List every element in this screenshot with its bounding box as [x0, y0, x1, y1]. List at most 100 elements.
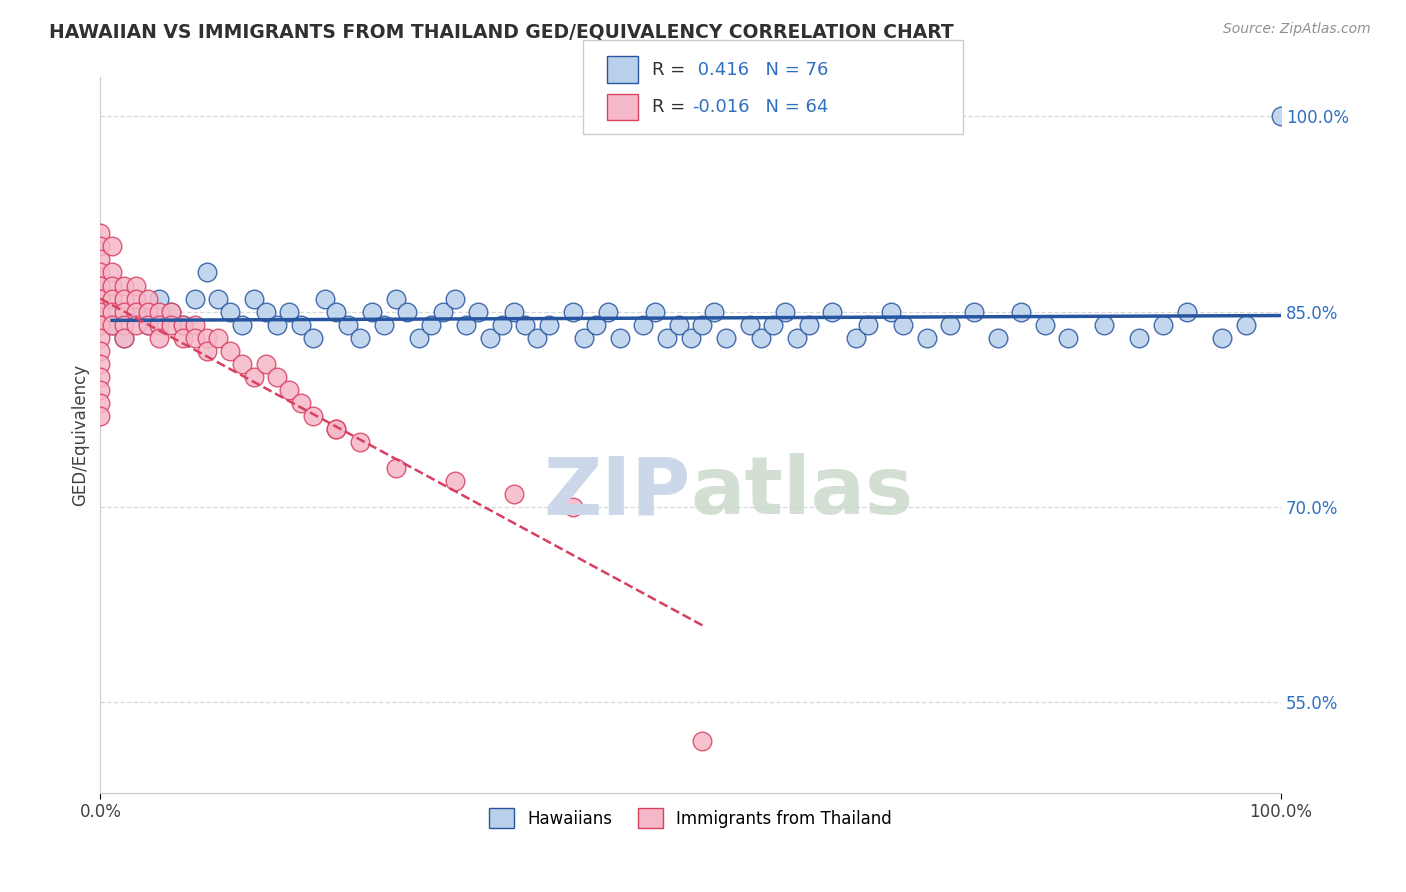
Point	[136, 318, 159, 332]
Point	[751, 330, 773, 344]
Point	[278, 304, 301, 318]
Point	[148, 292, 170, 306]
Point	[845, 330, 868, 344]
Point	[89, 239, 111, 253]
Point	[89, 395, 111, 409]
Text: -0.016: -0.016	[692, 98, 749, 116]
Point	[1092, 318, 1115, 332]
Point	[89, 383, 111, 397]
Point	[762, 318, 785, 332]
Point	[325, 304, 347, 318]
Point	[89, 343, 111, 358]
Point	[148, 330, 170, 344]
Point	[478, 330, 501, 344]
Text: N = 64: N = 64	[754, 98, 828, 116]
Text: N = 76: N = 76	[754, 61, 828, 78]
Point	[184, 292, 207, 306]
Point	[325, 421, 347, 435]
Point	[207, 292, 229, 306]
Point	[408, 330, 430, 344]
Point	[1211, 330, 1233, 344]
Legend: Hawaiians, Immigrants from Thailand: Hawaiians, Immigrants from Thailand	[482, 802, 898, 834]
Point	[703, 304, 725, 318]
Point	[184, 318, 207, 332]
Point	[89, 265, 111, 279]
Point	[349, 330, 371, 344]
Point	[172, 318, 194, 332]
Point	[160, 318, 183, 332]
Point	[89, 227, 111, 241]
Text: 0.416: 0.416	[692, 61, 749, 78]
Point	[856, 318, 879, 332]
Point	[125, 292, 148, 306]
Point	[349, 434, 371, 449]
Point	[880, 304, 903, 318]
Point	[101, 278, 124, 293]
Point	[443, 474, 465, 488]
Point	[502, 304, 524, 318]
Point	[89, 292, 111, 306]
Point	[373, 318, 395, 332]
Point	[231, 357, 253, 371]
Point	[491, 318, 513, 332]
Point	[561, 304, 583, 318]
Point	[443, 292, 465, 306]
Point	[160, 304, 183, 318]
Point	[915, 330, 938, 344]
Point	[633, 318, 655, 332]
Point	[396, 304, 419, 318]
Point	[574, 330, 596, 344]
Point	[337, 318, 360, 332]
Point	[738, 318, 761, 332]
Point	[207, 330, 229, 344]
Point	[89, 369, 111, 384]
Point	[314, 292, 336, 306]
Point	[1033, 318, 1056, 332]
Point	[384, 460, 406, 475]
Point	[172, 318, 194, 332]
Text: atlas: atlas	[690, 453, 914, 532]
Point	[290, 395, 312, 409]
Point	[384, 292, 406, 306]
Point	[987, 330, 1010, 344]
Point	[112, 330, 135, 344]
Point	[668, 318, 690, 332]
Point	[609, 330, 631, 344]
Point	[89, 330, 111, 344]
Point	[195, 330, 218, 344]
Point	[561, 500, 583, 514]
Point	[786, 330, 808, 344]
Point	[419, 318, 441, 332]
Point	[89, 278, 111, 293]
Point	[1270, 110, 1292, 124]
Point	[125, 278, 148, 293]
Point	[101, 318, 124, 332]
Point	[254, 304, 277, 318]
Point	[89, 304, 111, 318]
Point	[692, 318, 714, 332]
Point	[467, 304, 489, 318]
Point	[939, 318, 962, 332]
Point	[136, 292, 159, 306]
Point	[125, 304, 148, 318]
Point	[537, 318, 560, 332]
Point	[302, 409, 325, 423]
Point	[243, 292, 266, 306]
Point	[89, 278, 111, 293]
Point	[596, 304, 619, 318]
Point	[644, 304, 666, 318]
Point	[254, 357, 277, 371]
Point	[325, 421, 347, 435]
Point	[112, 304, 135, 318]
Point	[125, 304, 148, 318]
Point	[89, 292, 111, 306]
Text: Source: ZipAtlas.com: Source: ZipAtlas.com	[1223, 22, 1371, 37]
Point	[456, 318, 478, 332]
Point	[219, 304, 242, 318]
Point	[302, 330, 325, 344]
Point	[89, 318, 111, 332]
Point	[821, 304, 844, 318]
Point	[101, 265, 124, 279]
Point	[195, 265, 218, 279]
Text: R =: R =	[652, 98, 692, 116]
